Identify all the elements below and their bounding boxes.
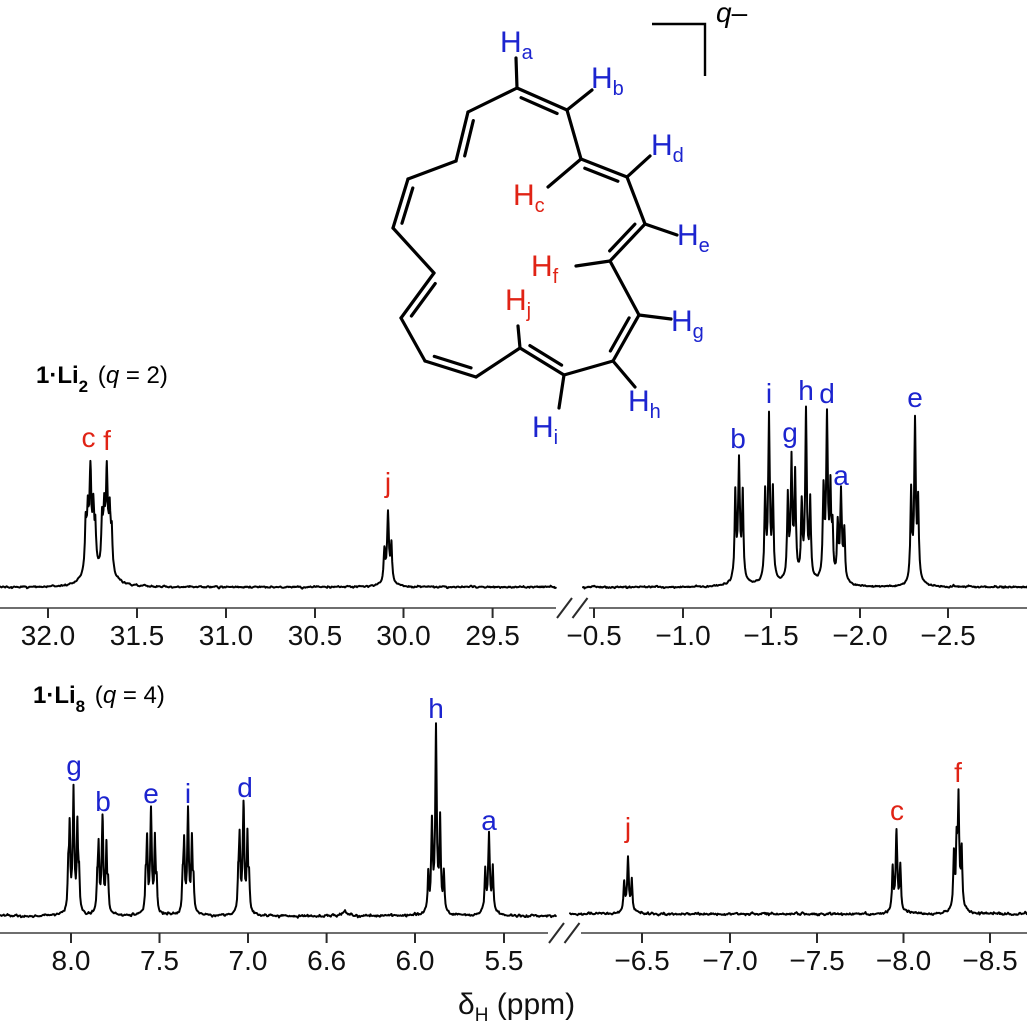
svg-text:6.6: 6.6 [307,945,346,976]
svg-text:c: c [890,795,904,826]
svg-text:−8.0: −8.0 [876,945,931,976]
svg-text:j: j [624,812,631,843]
svg-text:−2.5: −2.5 [920,620,975,651]
svg-text:e: e [907,382,923,413]
svg-text:a: a [481,805,497,836]
svg-text:a: a [833,460,849,491]
svg-text:32.0: 32.0 [21,620,76,651]
svg-text:b: b [730,423,746,454]
svg-text:i: i [185,778,191,809]
svg-text:c: c [82,422,96,453]
svg-text:e: e [143,778,159,809]
svg-text:1·Li2 (q = 2): 1·Li2 (q = 2) [36,362,168,396]
svg-text:d: d [237,772,253,803]
svg-text:6.0: 6.0 [396,945,435,976]
svg-text:−0.5: −0.5 [566,620,621,651]
svg-text:h: h [428,693,444,724]
svg-text:30.5: 30.5 [288,620,343,651]
svg-text:i: i [766,378,772,409]
svg-text:7.0: 7.0 [229,945,268,976]
svg-text:8.0: 8.0 [52,945,91,976]
svg-text:31.0: 31.0 [199,620,254,651]
svg-text:5.5: 5.5 [485,945,524,976]
svg-text:−8.5: −8.5 [962,945,1017,976]
svg-text:1·Li8 (q = 4): 1·Li8 (q = 4) [33,682,165,716]
svg-text:g: g [66,750,82,781]
svg-text:g: g [782,417,798,448]
svg-text:j: j [384,467,391,498]
svg-text:30.0: 30.0 [376,620,431,651]
svg-text:−6.5: −6.5 [614,945,669,976]
svg-text:−7.0: −7.0 [702,945,757,976]
svg-text:7.5: 7.5 [140,945,179,976]
svg-text:h: h [798,375,814,406]
svg-text:29.5: 29.5 [465,620,520,651]
svg-text:q–: q– [716,0,748,28]
svg-text:−7.5: −7.5 [789,945,844,976]
svg-text:−2.0: −2.0 [832,620,887,651]
svg-text:b: b [95,786,111,817]
svg-text:d: d [819,378,835,409]
svg-text:31.5: 31.5 [110,620,165,651]
svg-text:−1.0: −1.0 [655,620,710,651]
svg-text:−1.5: −1.5 [743,620,798,651]
svg-text:f: f [103,425,111,456]
svg-text:f: f [954,757,962,788]
